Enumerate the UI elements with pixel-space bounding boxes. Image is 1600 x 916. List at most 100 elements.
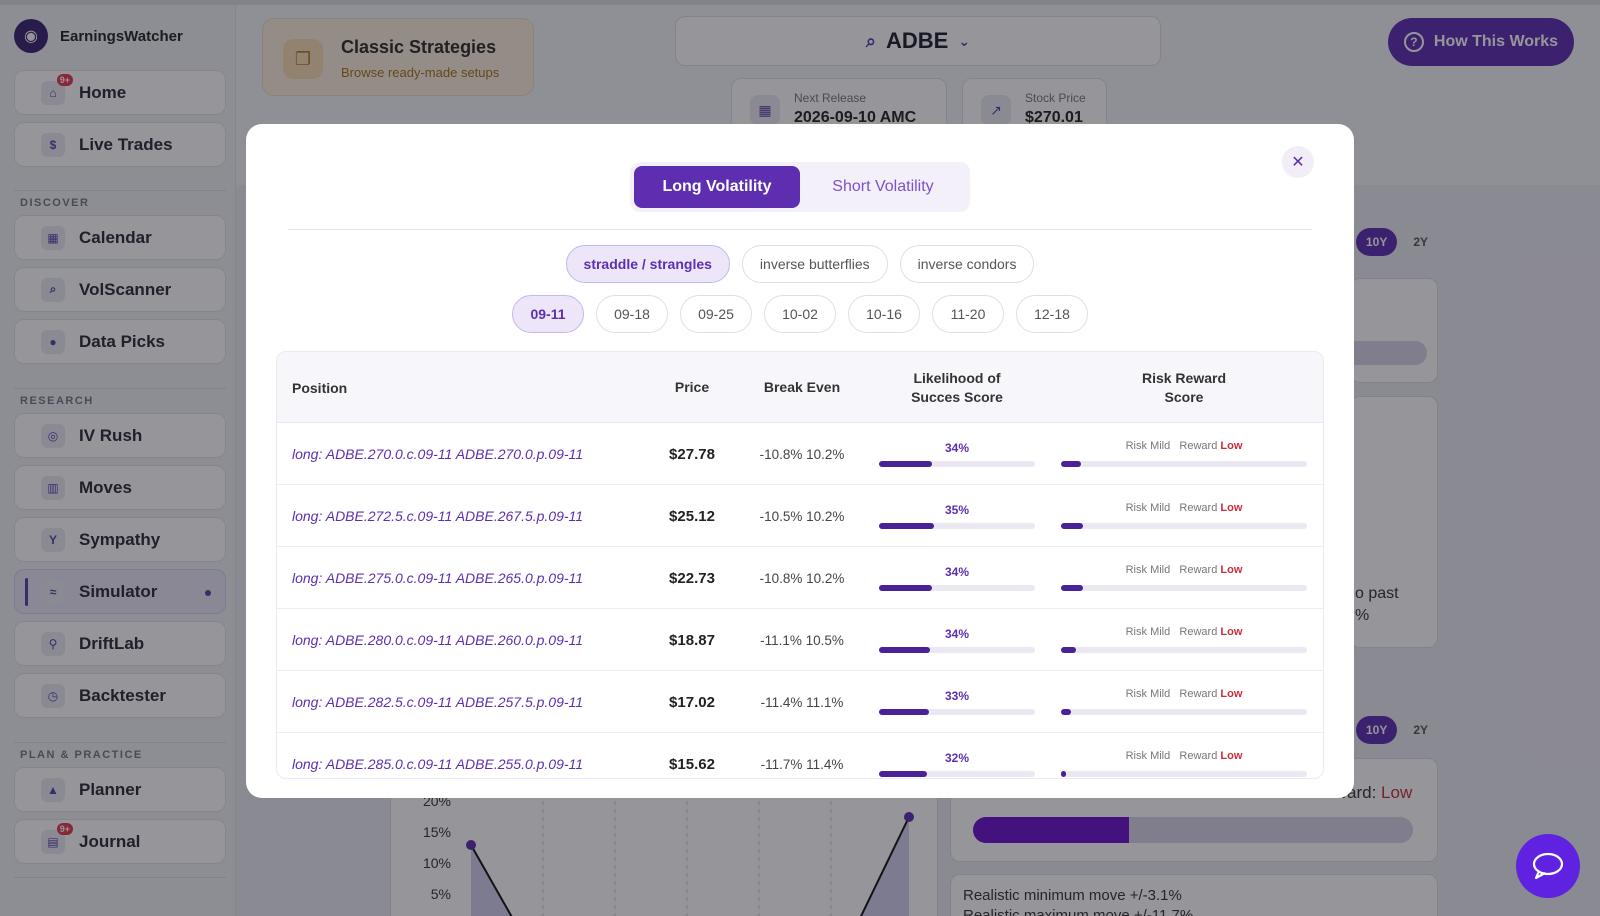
risk-reward-bar (1061, 585, 1307, 591)
column-likelihood[interactable]: Likelihood of Succes Score (911, 369, 1003, 405)
position-link[interactable]: long: ADBE.272.5.c.09-11 ADBE.267.5.p.09… (292, 508, 584, 524)
sidebar-item-backtester[interactable]: ◷ Backtester (14, 673, 226, 718)
position-link[interactable]: long: ADBE.282.5.c.09-11 ADBE.257.5.p.09… (292, 694, 584, 710)
period-10y-button[interactable]: 10Y (1356, 716, 1398, 744)
home-icon: ⌂ 9+ (41, 73, 73, 105)
risk-reward-bar (1061, 523, 1307, 529)
expiry-date-pill[interactable]: 12-18 (1016, 295, 1088, 333)
reward-word: Reward (1179, 750, 1218, 762)
sidebar-item-sympathy[interactable]: Y Sympathy (14, 517, 226, 562)
risk-word: Risk (1125, 750, 1147, 762)
chart-icon: ▥ (41, 475, 65, 500)
likelihood-bar (879, 647, 1035, 653)
likelihood-bar-fill (879, 709, 929, 715)
likelihood-bar (879, 771, 1035, 777)
risk-reward-bar (1061, 461, 1307, 467)
ticker-search[interactable]: ⌕ ADBE ⌄ (675, 16, 1161, 66)
column-break-even[interactable]: Break Even (763, 379, 841, 395)
move-chart: 20% 15% 10% 5% (423, 793, 914, 916)
sidebar-item-volscanner[interactable]: ⌕ VolScanner (14, 267, 226, 312)
position-link[interactable]: long: ADBE.285.0.c.09-11 ADBE.255.0.p.09… (292, 756, 584, 772)
sidebar-item-iv-rush[interactable]: ◎ IV Rush (14, 413, 226, 458)
sidebar-item-planner[interactable]: ▲ Planner (14, 767, 226, 812)
column-position[interactable]: Position (292, 379, 348, 396)
sidebar-item-home[interactable]: ⌂ 9+ Home (14, 70, 226, 115)
sidebar-item-data-picks[interactable]: ● Data Picks (14, 319, 226, 364)
likelihood-percent: 34% (944, 627, 970, 641)
sidebar-item-journal[interactable]: ▤ 9+ Journal (14, 819, 226, 864)
period-2y-button[interactable]: 2Y (1413, 723, 1429, 737)
position-link[interactable]: long: ADBE.270.0.c.09-11 ADBE.270.0.p.09… (292, 446, 584, 462)
brand-name: EarningsWatcher (60, 27, 183, 45)
risk-word: Risk (1125, 688, 1147, 700)
chat-icon-shape (1532, 852, 1564, 880)
likelihood-percent: 34% (944, 565, 970, 579)
strategies-modal: ✕ Long Volatility Short Volatility strad… (246, 124, 1354, 798)
how-this-works-button[interactable]: ? How This Works (1388, 18, 1574, 66)
period-2y-button[interactable]: 2Y (1413, 235, 1429, 249)
close-icon[interactable]: ✕ (1282, 146, 1314, 178)
period-10y-button[interactable]: 10Y (1356, 228, 1398, 256)
likelihood-percent: 33% (944, 689, 970, 703)
table-row[interactable]: long: ADBE.282.5.c.09-11 ADBE.257.5.p.09… (277, 671, 1323, 733)
brand[interactable]: ◉ EarningsWatcher (14, 19, 183, 53)
column-risk-reward[interactable]: Risk Reward Score (1141, 369, 1227, 405)
reward-word: Reward (1179, 626, 1218, 638)
expiry-date-pill[interactable]: 09-18 (596, 295, 668, 333)
min-move-text: Realistic minimum move +/-3.1% (963, 887, 1182, 904)
tab-short-volatility[interactable]: Short Volatility (832, 178, 934, 195)
position-price: $25.12 (669, 507, 715, 525)
break-even-range: -10.8% 10.2% (759, 570, 845, 586)
chevron-down-icon: ⌄ (958, 32, 971, 49)
column-price[interactable]: Price (674, 379, 710, 395)
sidebar-item-label: Planner (79, 779, 142, 799)
strategy-pill[interactable]: straddle / strangles (565, 245, 730, 283)
expiry-date-pill[interactable]: 09-25 (680, 295, 752, 333)
table-row[interactable]: long: ADBE.285.0.c.09-11 ADBE.255.0.p.09… (277, 733, 1323, 778)
sidebar-item-simulator[interactable]: ≈ Simulator (14, 569, 226, 614)
sidebar-item-live-trades[interactable]: $ Live Trades (14, 122, 226, 167)
sidebar-item-label: VolScanner (79, 279, 172, 299)
next-release-value: 2026-09-10 AMC (794, 109, 917, 126)
risk-reward-text: Risk Mild Reward Low (1061, 502, 1307, 514)
runner-icon: ⚲ (41, 631, 65, 656)
stock-price-value: $270.01 (1025, 109, 1083, 126)
likelihood-bar-fill (879, 771, 928, 777)
break-even-range: -10.8% 10.2% (759, 446, 845, 462)
expiry-filter: 09-11 09-18 09-25 10-02 10-16 11-20 12-18 (246, 295, 1354, 333)
sidebar-item-label: Home (79, 82, 127, 102)
sidebar-item-driftlab[interactable]: ⚲ DriftLab (14, 621, 226, 666)
risk-value: Mild (1150, 626, 1171, 638)
classic-strategies-title: Classic Strategies (341, 37, 497, 57)
chart-line-left (470, 844, 513, 916)
expiry-date-pill[interactable]: 11-20 (932, 295, 1004, 333)
likelihood-score: 33% (879, 671, 1035, 733)
sidebar-item-moves[interactable]: ▥ Moves (14, 465, 226, 510)
table-row[interactable]: long: ADBE.280.0.c.09-11 ADBE.260.0.p.09… (277, 609, 1323, 671)
period-selector-top: 10Y 2Y (1356, 228, 1438, 256)
chart-area (471, 845, 512, 916)
classic-strategies-card[interactable]: ❐ Classic Strategies Browse ready-made s… (262, 18, 534, 96)
risk-reward-bar-fill (1061, 461, 1081, 467)
strategy-pill[interactable]: inverse butterflies (741, 245, 888, 283)
risk-value: Mild (1150, 564, 1171, 576)
search-icon: ⌕ (41, 277, 65, 302)
target-icon: ◎ (41, 423, 65, 448)
table-row[interactable]: long: ADBE.270.0.c.09-11 ADBE.270.0.p.09… (277, 423, 1323, 485)
table-row[interactable]: long: ADBE.275.0.c.09-11 ADBE.265.0.p.09… (277, 547, 1323, 609)
tab-long-volatility[interactable]: Long Volatility (634, 166, 800, 208)
chat-bubble-icon[interactable] (1516, 834, 1580, 898)
sidebar-item-calendar[interactable]: ▦ Calendar (14, 215, 226, 260)
expiry-date-pill[interactable]: 10-16 (848, 295, 920, 333)
expiry-date-pill[interactable]: 10-02 (764, 295, 836, 333)
position-link[interactable]: long: ADBE.280.0.c.09-11 ADBE.260.0.p.09… (292, 632, 584, 648)
reward-word: Reward (1179, 502, 1218, 514)
strategy-pill[interactable]: inverse condors (899, 245, 1035, 283)
clock-icon: ◷ (41, 683, 65, 708)
position-link[interactable]: long: ADBE.275.0.c.09-11 ADBE.265.0.p.09… (292, 570, 584, 586)
expiry-date-pill[interactable]: 09-11 (512, 295, 584, 333)
trend-icon: ↗ (981, 95, 1011, 125)
table-row[interactable]: long: ADBE.272.5.c.09-11 ADBE.267.5.p.09… (277, 485, 1323, 547)
risk-reward-text: Risk Mild Reward Low (1061, 440, 1307, 452)
stock-price-label: Stock Price (1025, 91, 1086, 105)
